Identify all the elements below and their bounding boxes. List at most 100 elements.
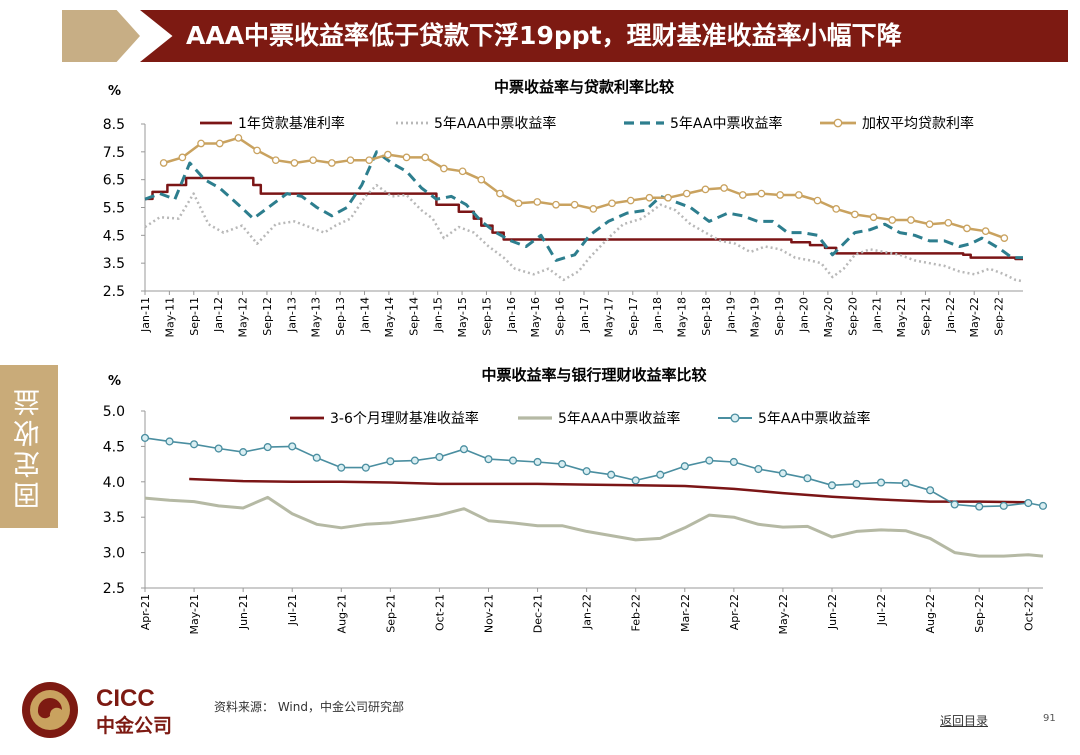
series-point-4: [832, 205, 841, 213]
x-tick-label: Jan-18: [651, 297, 664, 333]
x-tick-label: May-11: [163, 297, 176, 338]
series-point-4: [327, 159, 336, 167]
series-point-4: [346, 156, 355, 165]
x-tick-label: Jan-16: [505, 297, 518, 333]
series-point-4: [701, 185, 710, 194]
series-point-4: [290, 159, 299, 167]
legend-label: 5年AA中票收益率: [670, 115, 782, 132]
y-axis-unit: %: [108, 374, 121, 389]
series-point-3: [852, 479, 861, 488]
series-point-3: [288, 442, 297, 451]
source-note: 资料来源： Wind，中金公司研究部: [214, 700, 404, 714]
x-tick-label: Sep-17: [627, 297, 640, 336]
series-point-3: [827, 481, 837, 490]
x-tick-label: Nov-21: [482, 594, 495, 633]
series-point-3: [263, 443, 272, 452]
series-point-4: [309, 156, 317, 165]
series-point-4: [888, 216, 897, 224]
x-tick-label: May-13: [310, 297, 323, 338]
series-point-3: [754, 465, 763, 474]
series-point-4: [365, 156, 374, 165]
x-tick-label: Oct-22: [1022, 594, 1035, 631]
x-tick-label: Sep-20: [846, 297, 859, 336]
x-tick-label: Jan-12: [212, 297, 225, 333]
series-point-3: [680, 462, 689, 471]
series-point-4: [197, 139, 205, 148]
legend-label: 5年AA中票收益率: [758, 410, 870, 427]
chart-title: 中票收益率与贷款利率比较: [494, 78, 674, 96]
series-point-4: [178, 153, 187, 162]
x-tick-label: May-19: [749, 297, 762, 338]
x-tick-label: Sep-22: [973, 594, 986, 633]
x-tick-label: May-17: [602, 297, 615, 338]
series-point-3: [165, 437, 174, 446]
x-tick-label: Feb-22: [630, 594, 643, 631]
y-tick-label: 3.5: [103, 256, 125, 272]
return-to-contents-link[interactable]: 返回目录: [940, 714, 989, 728]
x-tick-label: May-21: [895, 297, 908, 338]
logo-text-cn: 中金公司: [96, 714, 172, 737]
series-point-4: [626, 196, 635, 205]
x-tick-label: Apr-21: [139, 594, 152, 630]
x-tick-label: May-16: [529, 297, 542, 338]
x-tick-label: May-15: [456, 297, 469, 338]
series-line-2: [144, 495, 1044, 558]
x-tick-label: Jan-21: [871, 297, 884, 333]
x-tick-label: Mar-22: [679, 594, 692, 632]
x-tick-label: Dec-21: [532, 594, 545, 633]
series-point-4: [458, 167, 467, 176]
series-point-3: [778, 469, 787, 478]
y-tick-label: 3.0: [103, 546, 125, 562]
page-title: AAA中票收益率低于贷款下浮19ppt，理财基准收益率小幅下降: [140, 10, 1068, 62]
series-point-3: [901, 479, 910, 488]
x-tick-label: Jan-15: [432, 297, 445, 333]
series-point-3: [386, 457, 395, 466]
chart-title: 中票收益率与银行理财收益率比较: [481, 366, 706, 384]
series-point-3: [582, 467, 591, 476]
series-point-4: [159, 159, 168, 167]
series-point-3: [312, 453, 321, 462]
legend-label: 3-6个月理财基准收益率: [330, 410, 479, 427]
series-point-3: [140, 433, 150, 442]
x-tick-label: Jan-14: [359, 297, 372, 333]
series-point-3: [926, 486, 935, 495]
x-tick-label: May-22: [777, 594, 790, 635]
series-line-1: [189, 477, 1029, 504]
series-point-4: [608, 199, 616, 208]
series-point-3: [1024, 498, 1033, 508]
x-tick-label: Sep-21: [384, 594, 397, 633]
series-point-3: [558, 460, 567, 469]
x-tick-label: Sep-11: [188, 297, 201, 336]
series-point-3: [508, 456, 518, 465]
series-point-3: [459, 445, 469, 454]
series-point-4: [682, 189, 691, 198]
x-tick-label: Sep-22: [993, 297, 1006, 336]
series-point-4: [253, 146, 261, 155]
series-line-3: [144, 150, 1023, 262]
y-tick-label: 4.5: [103, 439, 125, 455]
series-point-4: [757, 189, 766, 198]
series-point-4: [794, 191, 803, 199]
series-point-3: [631, 476, 640, 485]
series-point-3: [214, 444, 223, 453]
x-tick-label: Jan-22: [944, 297, 957, 333]
series-point-3: [877, 478, 886, 487]
legend-label: 加权平均贷款利率: [862, 115, 974, 132]
series-point-4: [851, 210, 859, 219]
series-point-4: [963, 224, 971, 233]
x-tick-label: Jan-19: [724, 297, 737, 333]
x-tick-label: Sep-14: [407, 297, 420, 336]
chart-loan-vs-mtn: 中票收益率与贷款利率比较% 2.5 3.5 4.5 5.5 6.5 7.5 8.5 Jan-11…: [103, 78, 1024, 338]
series-point-3: [410, 456, 419, 465]
series-point-4: [869, 213, 878, 222]
x-tick-label: May-12: [237, 297, 250, 338]
series-point-3: [729, 457, 738, 467]
x-tick-label: Sep-13: [334, 297, 347, 336]
x-tick-label: Apr-22: [728, 594, 741, 630]
series-point-3: [950, 500, 959, 509]
section-tab[interactable]: 固定收益: [0, 365, 58, 528]
series-point-4: [570, 200, 579, 209]
series-point-4: [271, 156, 280, 165]
series-line-3: [144, 437, 1044, 508]
